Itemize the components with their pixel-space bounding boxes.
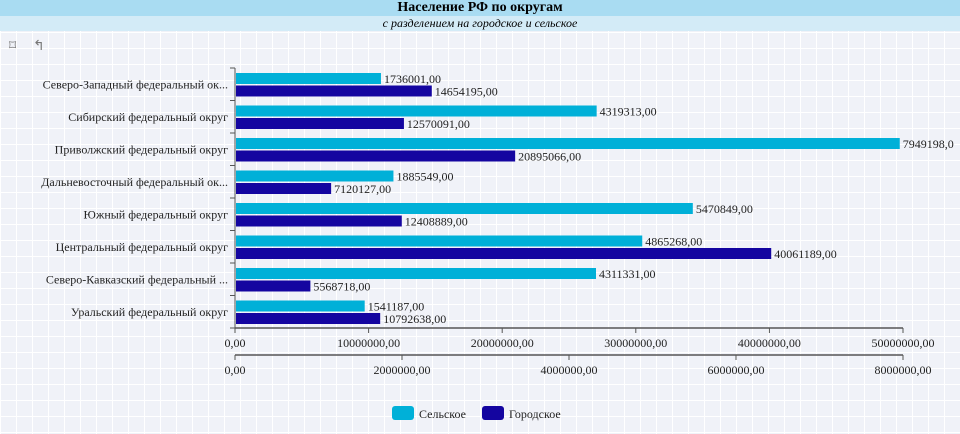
category-label: Уральский федеральный округ: [71, 305, 228, 319]
category-label: Центральный федеральный округ: [56, 240, 228, 254]
x-tick-label: 8000000,00: [875, 363, 932, 377]
category-label: Южный федеральный округ: [84, 207, 229, 221]
category-label: Приволжский федеральный округ: [55, 142, 228, 156]
legend-swatch[interactable]: [392, 406, 414, 420]
x-tick-label: 0,00: [225, 363, 246, 377]
data-label: 1736001,00: [384, 72, 441, 86]
legend-label[interactable]: Городское: [509, 407, 561, 421]
data-label: 14654195,00: [435, 85, 498, 99]
crop-icon[interactable]: ⌑: [9, 39, 17, 54]
bar-urban[interactable]: [236, 150, 516, 162]
x-tick-label: 20000000,00: [471, 336, 534, 350]
chart-subtitle: с разделением на городское и сельское: [0, 16, 960, 31]
x-tick-label: 10000000,00: [337, 336, 400, 350]
x-tick-label: 4000000,00: [541, 363, 598, 377]
x-tick-label: 30000000,00: [604, 336, 667, 350]
bar-urban[interactable]: [236, 248, 772, 259]
data-label: 1885549,00: [396, 170, 453, 184]
category-label: Северо-Западный федеральный ок...: [43, 77, 228, 91]
data-label: 7120127,00: [334, 182, 391, 196]
data-label: 4311331,00: [599, 267, 656, 281]
data-label: 40061189,00: [774, 247, 837, 261]
chart-title: Население РФ по округам: [0, 0, 960, 16]
data-label: 7949198,0: [903, 137, 954, 151]
data-label: 20895066,00: [518, 150, 581, 164]
bar-urban[interactable]: [236, 215, 402, 227]
bar-rural[interactable]: [236, 138, 900, 149]
bar-rural[interactable]: [236, 300, 365, 312]
bar-rural[interactable]: [236, 268, 596, 279]
x-tick-label: 40000000,00: [738, 336, 801, 350]
bar-urban[interactable]: [236, 85, 432, 97]
data-label: 12570091,00: [407, 117, 470, 131]
data-label: 1541187,00: [368, 300, 425, 314]
data-label: 4865268,00: [645, 235, 702, 249]
category-label: Сибирский федеральный округ: [68, 110, 228, 124]
bar-rural[interactable]: [236, 170, 394, 182]
data-label: 4319313,00: [600, 105, 657, 119]
data-label: 5568718,00: [313, 280, 370, 294]
undo-crop-icon[interactable]: ↰: [33, 39, 45, 54]
bar-urban[interactable]: [236, 183, 332, 194]
x-tick-label: 6000000,00: [708, 363, 765, 377]
bar-rural[interactable]: [236, 235, 643, 247]
data-label: 12408889,00: [405, 215, 468, 229]
category-label: Дальневосточный федеральный ок...: [41, 175, 228, 189]
bar-rural[interactable]: [236, 105, 597, 117]
bar-urban[interactable]: [236, 313, 381, 324]
x-tick-label: 0,00: [225, 336, 246, 350]
bar-urban[interactable]: [236, 118, 404, 129]
x-tick-label: 2000000,00: [374, 363, 431, 377]
legend-label[interactable]: Сельское: [419, 407, 466, 421]
legend-swatch[interactable]: [482, 406, 504, 420]
bar-rural[interactable]: [236, 203, 693, 214]
bar-urban[interactable]: [236, 280, 311, 292]
data-label: 10792638,00: [383, 312, 446, 326]
category-label: Северо-Кавказский федеральный ...: [46, 272, 228, 286]
bar-rural[interactable]: [236, 73, 381, 84]
data-label: 5470849,00: [696, 202, 753, 216]
x-tick-label: 50000000,00: [872, 336, 935, 350]
